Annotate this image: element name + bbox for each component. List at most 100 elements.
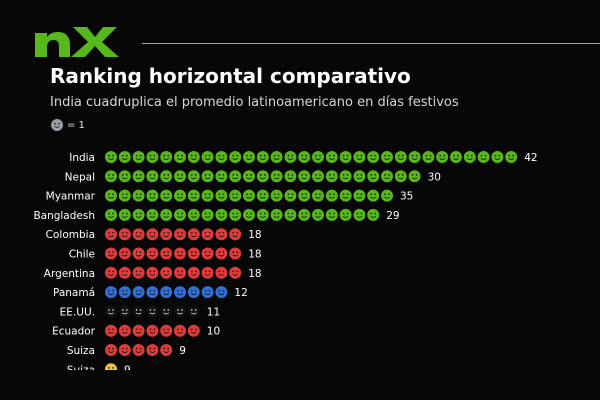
smiley-face-icon — [187, 170, 200, 183]
smiley-face-icon — [146, 170, 159, 183]
smiley-face-icon — [160, 247, 173, 260]
smiley-face-icon — [229, 228, 242, 241]
smiley-face-icon — [187, 151, 200, 163]
smiley-face-icon — [160, 189, 173, 202]
smiley-face-icon — [187, 189, 200, 202]
smiley-face-icon — [298, 189, 311, 202]
smiley-face-icon — [187, 286, 200, 299]
smiley-face-icon — [422, 151, 435, 163]
smiley-face-icon — [256, 170, 269, 183]
smiley-face-icon — [229, 247, 242, 260]
category-label: Chile — [69, 249, 95, 261]
smiley-face-icon — [187, 324, 200, 337]
smiley-face-icon — [353, 170, 366, 183]
smiley-face-icon — [105, 151, 117, 163]
smiley-face-icon — [132, 228, 145, 241]
legend-text: = 1 — [67, 119, 85, 131]
category-label: Nepal — [65, 171, 95, 183]
smiley-face-icon — [201, 266, 214, 279]
smiley-face-icon — [270, 189, 283, 202]
category-label: Panamá — [53, 287, 95, 299]
category-label: Colombia — [46, 229, 95, 241]
chart-row: Myanmar 35 — [46, 189, 413, 203]
smiley-face-icon — [491, 151, 504, 163]
chart-row: Argentina 18 — [44, 266, 262, 280]
smiley-face-icon — [353, 151, 366, 163]
smiley-face-icon — [325, 189, 338, 202]
smiley-face-icon — [146, 228, 159, 241]
smiley-face-icon — [353, 189, 366, 202]
smiley-face-icon — [118, 247, 131, 260]
smiley-face-icon — [132, 286, 145, 299]
smiley-face-icon — [118, 266, 131, 279]
smiley-face-icon — [105, 305, 117, 318]
smiley-face-icon — [215, 170, 228, 183]
value-label: 10 — [207, 326, 220, 338]
smiley-face-icon — [270, 151, 283, 163]
smiley-face-icon — [298, 170, 311, 183]
chart-row: Panamá 12 — [53, 286, 248, 299]
smiley-face-icon — [284, 151, 297, 163]
smiley-face-icon — [174, 305, 186, 318]
smiley-face-icon — [146, 247, 159, 260]
smiley-face-icon — [51, 119, 63, 131]
smiley-face-icon — [118, 324, 131, 337]
smiley-face-icon — [118, 228, 131, 241]
category-label: Ecuador — [52, 326, 96, 338]
chart-row: Suiza 9 — [67, 363, 131, 370]
value-label: 42 — [524, 152, 537, 164]
smiley-face-icon — [132, 170, 145, 183]
smiley-face-icon — [243, 170, 255, 183]
category-label: EE.UU. — [60, 306, 95, 318]
smiley-face-icon — [105, 170, 117, 183]
smiley-face-icon — [243, 208, 255, 221]
smiley-face-icon — [174, 324, 186, 337]
smiley-face-icon — [174, 266, 186, 279]
smiley-face-icon — [146, 208, 159, 221]
smiley-face-icon — [339, 170, 352, 183]
smiley-face-icon — [215, 286, 228, 299]
value-label: 29 — [386, 210, 399, 222]
value-label: 30 — [428, 171, 441, 183]
smiley-face-icon — [105, 208, 117, 221]
smiley-face-icon — [367, 170, 380, 183]
value-label: 18 — [248, 229, 261, 241]
smiley-face-icon — [229, 189, 242, 202]
smiley-face-icon — [105, 286, 117, 299]
smiley-face-icon — [201, 208, 214, 221]
smiley-face-icon — [146, 324, 159, 337]
smiley-face-icon — [146, 266, 159, 279]
smiley-face-icon — [215, 247, 228, 260]
smiley-face-icon — [215, 208, 228, 221]
smiley-face-icon — [187, 305, 200, 318]
smiley-face-icon — [284, 189, 297, 202]
smiley-face-icon — [201, 151, 214, 163]
smiley-face-icon — [201, 247, 214, 260]
smiley-face-icon — [160, 266, 173, 279]
value-label: 11 — [207, 306, 220, 318]
smiley-face-icon — [477, 151, 490, 163]
smiley-face-icon — [174, 228, 186, 241]
category-label: Bangladesh — [33, 210, 95, 222]
smiley-face-icon — [256, 151, 269, 163]
smiley-face-icon — [132, 247, 145, 260]
smiley-face-icon — [174, 170, 186, 183]
smiley-face-icon — [284, 208, 297, 221]
smiley-face-icon — [367, 151, 380, 163]
smiley-face-icon — [243, 151, 255, 163]
category-label: Argentina — [44, 268, 95, 280]
value-label: 35 — [400, 191, 413, 203]
smiley-face-icon — [118, 344, 131, 356]
smiley-face-icon — [229, 151, 242, 163]
value-label: 9 — [124, 364, 131, 370]
smiley-face-icon — [132, 266, 145, 279]
smiley-face-icon — [146, 305, 159, 318]
smiley-face-icon — [201, 286, 214, 299]
smiley-face-icon — [118, 208, 131, 221]
smiley-face-icon — [118, 170, 131, 183]
smiley-face-icon — [174, 247, 186, 260]
smiley-face-icon — [298, 208, 311, 221]
smiley-face-icon — [187, 208, 200, 221]
header — [0, 0, 600, 70]
smiley-face-icon — [174, 286, 186, 299]
